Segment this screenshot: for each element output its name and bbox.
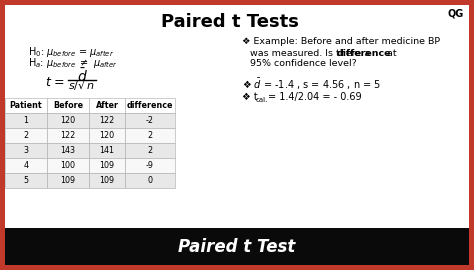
- Bar: [5, 113, 47, 128]
- Text: difference: difference: [337, 49, 392, 58]
- Bar: [125, 98, 175, 113]
- Bar: [47, 143, 89, 158]
- Bar: [125, 113, 175, 128]
- Text: 143: 143: [61, 146, 75, 155]
- Text: 141: 141: [100, 146, 115, 155]
- Text: -2: -2: [146, 116, 154, 125]
- Bar: [125, 143, 175, 158]
- Text: -9: -9: [146, 161, 154, 170]
- Text: difference: difference: [127, 101, 173, 110]
- Bar: [125, 128, 175, 143]
- Text: was measured. Is there a: was measured. Is there a: [250, 49, 373, 58]
- Text: 95% confidence level?: 95% confidence level?: [250, 59, 357, 69]
- Text: 4: 4: [24, 161, 28, 170]
- Bar: [89, 173, 125, 188]
- Bar: [89, 113, 125, 128]
- Bar: [47, 98, 89, 113]
- Bar: [47, 113, 89, 128]
- Text: 2: 2: [147, 131, 153, 140]
- Text: cal.: cal.: [256, 97, 268, 103]
- Text: ❖ $\bar{d}$ = -1.4 , s = 4.56 , n = 5: ❖ $\bar{d}$ = -1.4 , s = 4.56 , n = 5: [242, 76, 381, 92]
- Text: H$_a$: $\mu_{before}$ $\neq$ $\mu_{after}$: H$_a$: $\mu_{before}$ $\neq$ $\mu_{after…: [28, 56, 118, 70]
- Text: 2: 2: [23, 131, 28, 140]
- Text: 109: 109: [100, 161, 115, 170]
- Bar: [47, 128, 89, 143]
- Text: 1: 1: [24, 116, 28, 125]
- Bar: [47, 173, 89, 188]
- Text: 0: 0: [147, 176, 153, 185]
- Bar: [5, 173, 47, 188]
- Bar: [47, 158, 89, 173]
- Text: After: After: [95, 101, 118, 110]
- Bar: [89, 143, 125, 158]
- Bar: [5, 5, 469, 228]
- Bar: [5, 128, 47, 143]
- Text: 109: 109: [100, 176, 115, 185]
- Text: 120: 120: [100, 131, 115, 140]
- Text: = 1.4/2.04 = - 0.69: = 1.4/2.04 = - 0.69: [268, 92, 362, 102]
- Text: 120: 120: [61, 116, 75, 125]
- Bar: [89, 98, 125, 113]
- Bar: [89, 158, 125, 173]
- Bar: [5, 158, 47, 173]
- Text: $\bar{d}$: $\bar{d}$: [77, 67, 87, 85]
- Text: 5: 5: [23, 176, 28, 185]
- Text: ❖ Example: Before and after medicine BP: ❖ Example: Before and after medicine BP: [242, 38, 440, 46]
- Bar: [125, 173, 175, 188]
- Text: 100: 100: [61, 161, 75, 170]
- Text: Paired t Test: Paired t Test: [178, 238, 296, 255]
- Text: $s/\sqrt{n}$: $s/\sqrt{n}$: [68, 79, 96, 93]
- Bar: [5, 98, 47, 113]
- Text: $t$ =: $t$ =: [45, 76, 66, 89]
- Text: 122: 122: [100, 116, 115, 125]
- Text: Patient: Patient: [9, 101, 42, 110]
- Bar: [5, 228, 469, 265]
- Text: 2: 2: [147, 146, 153, 155]
- Text: Paired t Tests: Paired t Tests: [161, 13, 299, 31]
- Text: ❖ t: ❖ t: [242, 92, 258, 102]
- Text: at: at: [384, 49, 397, 58]
- Text: 122: 122: [60, 131, 76, 140]
- Text: QG: QG: [448, 8, 464, 18]
- Text: 109: 109: [61, 176, 75, 185]
- Bar: [5, 143, 47, 158]
- Text: Before: Before: [53, 101, 83, 110]
- Bar: [89, 128, 125, 143]
- Bar: [125, 158, 175, 173]
- Text: 3: 3: [24, 146, 28, 155]
- Text: H$_0$: $\mu_{before}$ = $\mu_{after}$: H$_0$: $\mu_{before}$ = $\mu_{after}$: [28, 45, 114, 59]
